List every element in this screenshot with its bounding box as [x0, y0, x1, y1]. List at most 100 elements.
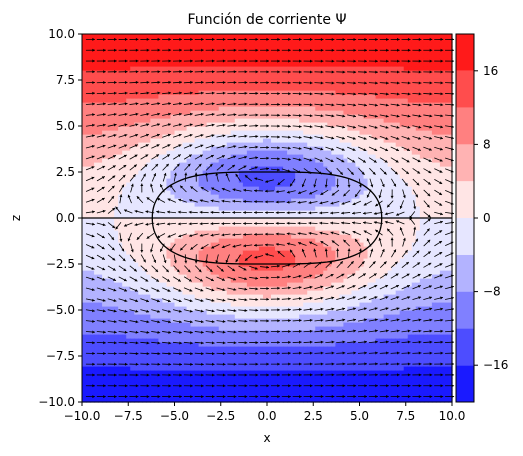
contour-cell	[110, 218, 115, 223]
contour-cell	[258, 274, 264, 279]
contour-cell	[214, 370, 220, 375]
contour-cell	[110, 382, 115, 387]
contour-cell	[279, 162, 284, 167]
contour-cell	[138, 66, 143, 71]
contour-cell	[166, 126, 172, 131]
contour-cell	[138, 54, 143, 59]
contour-cell	[271, 378, 276, 383]
contour-cell	[254, 218, 260, 223]
contour-cell	[122, 202, 127, 207]
contour-cell	[291, 82, 296, 87]
contour-cell	[158, 214, 164, 219]
contour-cell	[174, 214, 180, 219]
contour-cell	[150, 330, 155, 335]
contour-cell	[258, 250, 264, 255]
contour-cell	[250, 50, 256, 55]
contour-cell	[279, 178, 284, 183]
contour-cell	[202, 322, 208, 327]
contour-cell	[267, 118, 272, 123]
contour-cell	[94, 114, 99, 119]
contour-cell	[202, 166, 208, 171]
contour-cell	[254, 138, 260, 143]
contour-cell	[287, 266, 292, 271]
contour-cell	[178, 306, 184, 311]
contour-cell	[158, 226, 164, 231]
contour-cell	[210, 338, 216, 343]
contour-cell	[198, 178, 204, 183]
contour-cell	[106, 62, 111, 67]
contour-cell	[142, 374, 147, 379]
contour-cell	[126, 286, 131, 291]
contour-cell	[222, 130, 228, 135]
contour-cell	[279, 294, 284, 299]
contour-cell	[194, 278, 200, 283]
contour-cell	[114, 298, 119, 303]
contour-cell	[275, 326, 280, 331]
contour-cell	[182, 46, 188, 51]
contour-cell	[262, 182, 268, 187]
contour-cell	[238, 70, 244, 75]
contour-cell	[262, 310, 268, 315]
contour-cell	[202, 286, 208, 291]
contour-cell	[86, 158, 91, 163]
contour-cell	[234, 246, 240, 251]
contour-cell	[186, 246, 192, 251]
contour-cell	[166, 390, 172, 395]
contour-cell	[114, 374, 119, 379]
contour-cell	[299, 314, 304, 319]
contour-cell	[86, 218, 91, 223]
contour-cell	[222, 122, 228, 127]
contour-cell	[271, 278, 276, 283]
contour-cell	[198, 166, 204, 171]
contour-cell	[142, 290, 147, 295]
contour-cell	[126, 278, 131, 283]
contour-cell	[186, 134, 192, 139]
contour-cell	[267, 162, 272, 167]
contour-cell	[230, 178, 236, 183]
contour-cell	[258, 342, 264, 347]
contour-cell	[182, 318, 188, 323]
contour-cell	[162, 398, 168, 403]
contour-cell	[90, 322, 95, 327]
contour-cell	[238, 346, 244, 351]
contour-cell	[218, 318, 224, 323]
contour-cell	[110, 174, 115, 179]
contour-cell	[134, 214, 139, 219]
contour-cell	[202, 110, 208, 115]
contour-cell	[210, 142, 216, 147]
contour-cell	[218, 226, 224, 231]
contour-cell	[186, 278, 192, 283]
contour-cell	[154, 78, 160, 83]
contour-cell	[198, 382, 204, 387]
contour-cell	[94, 358, 99, 363]
contour-cell	[98, 250, 103, 255]
contour-cell	[242, 94, 248, 99]
contour-cell	[170, 94, 176, 99]
contour-cell	[138, 266, 143, 271]
contour-cell	[194, 186, 200, 191]
contour-cell	[287, 226, 292, 231]
contour-cell	[267, 154, 272, 159]
contour-cell	[126, 202, 131, 207]
contour-cell	[291, 390, 296, 395]
contour-cell	[82, 134, 87, 139]
contour-cell	[238, 390, 244, 395]
contour-cell	[130, 94, 135, 99]
contour-cell	[178, 354, 184, 359]
contour-cell	[198, 250, 204, 255]
contour-cell	[106, 46, 111, 51]
contour-cell	[295, 294, 300, 299]
contour-cell	[238, 366, 244, 371]
contour-cell	[114, 270, 119, 275]
contour-cell	[94, 42, 99, 47]
contour-cell	[186, 130, 192, 135]
contour-cell	[271, 114, 276, 119]
contour-cell	[178, 182, 184, 187]
contour-cell	[214, 234, 220, 239]
contour-cell	[98, 138, 103, 143]
contour-cell	[118, 34, 123, 39]
contour-cell	[198, 90, 204, 95]
contour-cell	[90, 66, 95, 71]
contour-cell	[178, 310, 184, 315]
contour-cell	[98, 70, 103, 75]
